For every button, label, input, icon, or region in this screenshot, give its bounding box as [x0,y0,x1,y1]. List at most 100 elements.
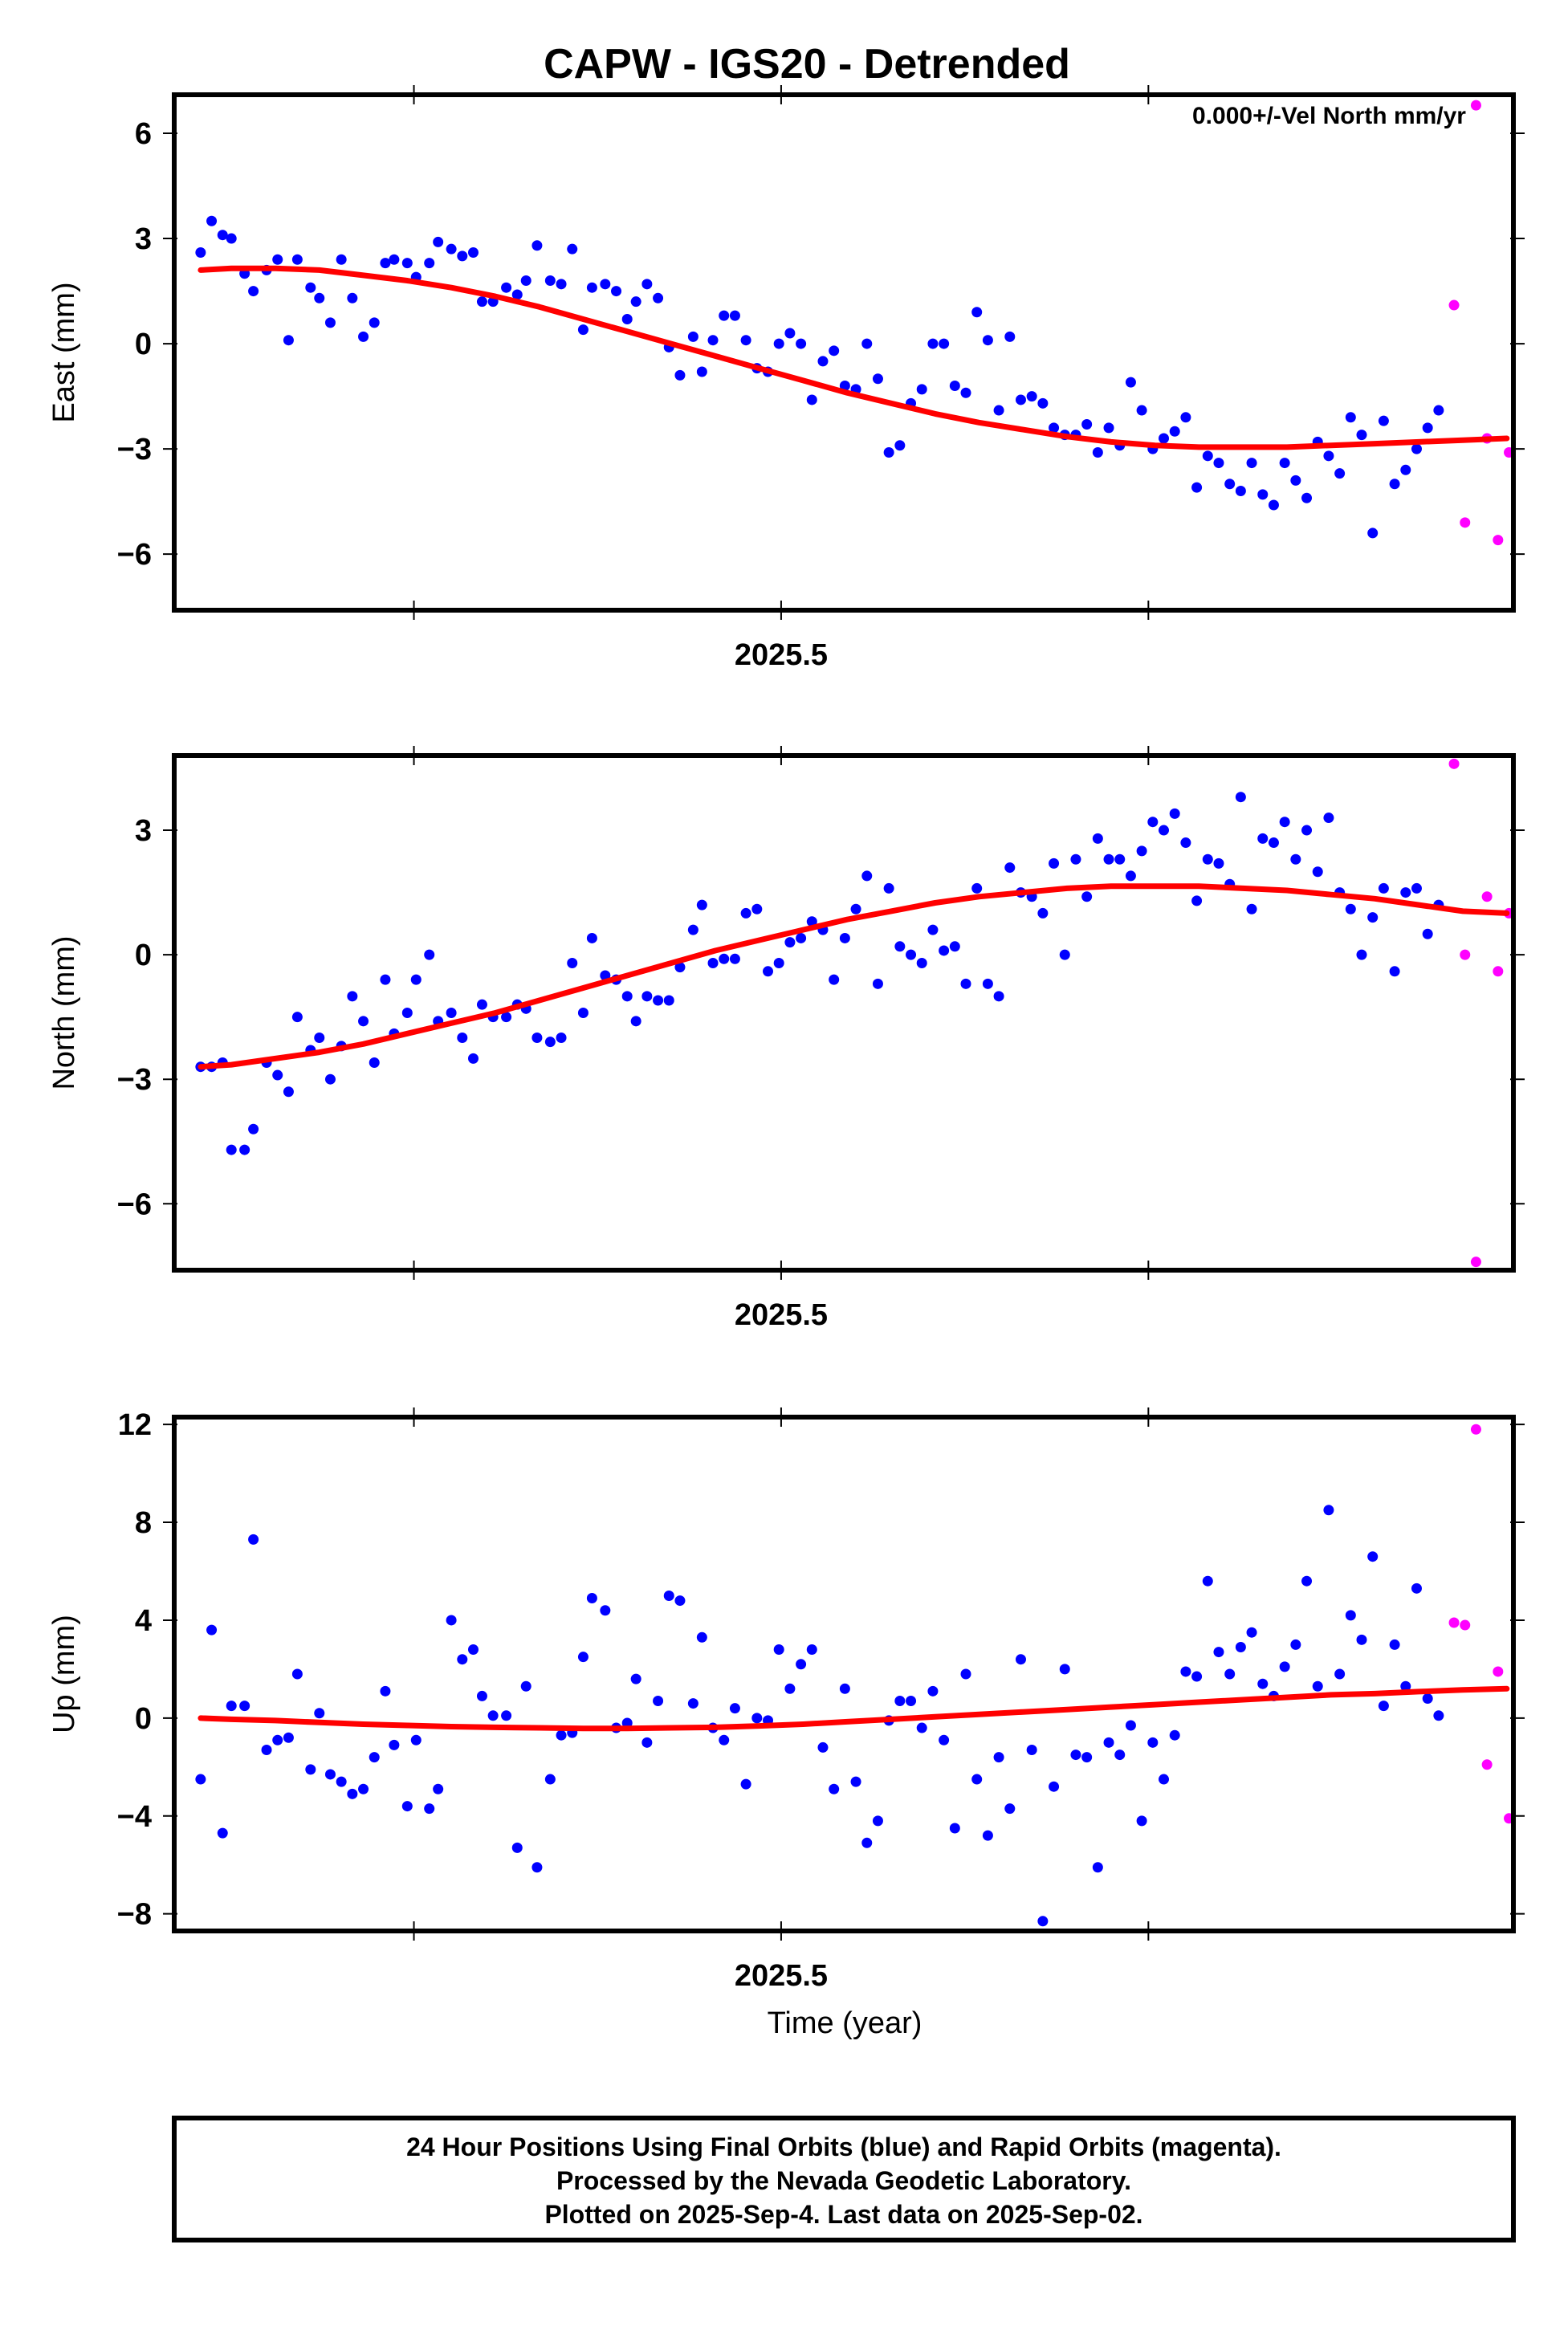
final-orbit-point [1159,1774,1170,1785]
y-axis-label: Up (mm) [47,1615,81,1733]
final-orbit-point [556,1033,567,1044]
final-orbit-point [501,282,512,293]
final-orbit-point [1378,1701,1389,1712]
final-orbit-point [751,1713,763,1724]
final-orbit-point [696,899,707,910]
final-orbit-point [511,289,523,300]
final-orbit-point [1202,853,1213,865]
final-orbit-point [949,1823,960,1834]
final-orbit-point [369,1752,380,1763]
y-axis-label: North (mm) [47,935,81,1090]
final-orbit-point [1257,489,1269,500]
final-orbit-point [621,314,633,325]
rapid-orbit-point [1537,1024,1547,1035]
north-panel: 3 0 −3 −6 2025.5 North (mm) [47,746,1547,1332]
final-orbit-point [1235,486,1246,497]
final-orbit-point [336,1776,347,1787]
final-orbit-point [531,1862,543,1873]
final-orbit-point [1345,1610,1356,1621]
final-orbit-point [1433,1710,1444,1721]
final-orbit-point [272,1069,283,1081]
final-orbit-point [217,230,228,241]
final-orbit-point [674,1595,686,1607]
final-orbit-point [1037,397,1049,409]
final-orbit-point [796,1659,807,1670]
final-orbit-point [567,243,578,255]
y-tick-label: −6 [117,1187,152,1221]
final-orbit-point [1037,1916,1049,1927]
y-tick-label: 3 [135,814,152,848]
final-orbit-point [1268,837,1279,849]
final-orbit-point [401,258,413,269]
final-orbit-point [586,282,597,293]
final-orbit-point [446,243,457,255]
final-orbit-point [336,254,347,265]
final-orbit-point [1026,391,1037,402]
y-tick-label: 6 [135,117,152,151]
final-orbit-point [653,1696,664,1707]
final-orbit-point [358,1783,369,1794]
final-orbit-point [217,1827,228,1839]
final-orbit-point [663,995,674,1006]
final-orbit-point [1015,1654,1026,1665]
final-orbit-point [641,1737,653,1748]
final-orbit-point [1290,1639,1301,1650]
final-orbit-point [577,324,589,336]
final-orbit-point [1312,1680,1323,1692]
x-tick-label: 2025.5 [735,638,828,672]
final-orbit-point [544,275,556,286]
x-axis-label: Time (year) [768,2006,922,2040]
final-orbit-point [906,949,917,960]
final-orbit-point [1400,464,1411,475]
final-orbit-point [1202,1575,1213,1587]
final-orbit-point [1356,1634,1367,1645]
final-orbit-point [1169,1729,1180,1741]
final-orbit-point [1356,430,1367,441]
final-orbit-point [839,380,850,391]
final-orbit-point [1257,1678,1269,1689]
final-orbit-point [1235,1641,1246,1652]
final-orbit-point [719,1734,730,1745]
final-orbit-point [1389,966,1400,977]
final-orbit-point [1246,458,1257,469]
final-orbit-point [784,328,796,339]
final-orbit-point [467,247,479,259]
final-orbit-point [1103,1737,1114,1748]
final-orbit-point [410,974,422,985]
final-orbit-point [982,1830,993,1841]
final-orbit-point [324,317,336,328]
final-orbit-point [1246,903,1257,914]
final-orbit-point [1037,907,1049,919]
final-orbit-point [1378,415,1389,426]
final-orbit-point [1422,1693,1433,1704]
final-orbit-point [839,932,850,943]
x-tick-label: 2025.5 [735,1298,828,1332]
final-orbit-point [314,1033,325,1044]
final-orbit-point [1169,808,1180,819]
final-orbit-point [283,1732,294,1743]
final-orbit-point [556,279,567,290]
final-orbit-point [696,1631,707,1643]
plot-frame [172,1415,1516,1933]
final-orbit-point [401,1801,413,1812]
final-orbit-point [949,380,960,391]
final-orbit-point [446,1615,457,1626]
y-tick-label: −4 [117,1800,152,1834]
final-orbit-point [1323,450,1334,462]
final-orbit-point [729,310,740,321]
final-orbit-point [949,941,960,952]
final-orbit-point [457,1033,468,1044]
final-orbit-point [971,307,983,318]
final-orbit-point [424,1803,435,1815]
final-orbit-point [347,1788,358,1799]
final-orbit-point [577,1008,589,1018]
final-orbit-point [1191,482,1203,493]
rapid-orbit-point [1493,1666,1504,1677]
y-tick-label: −3 [117,433,152,466]
final-orbit-point [687,1698,698,1709]
final-orbit-point [1389,1639,1400,1650]
final-orbit-point [796,338,807,349]
final-orbit-point [916,1722,927,1733]
final-orbit-point [883,882,894,894]
